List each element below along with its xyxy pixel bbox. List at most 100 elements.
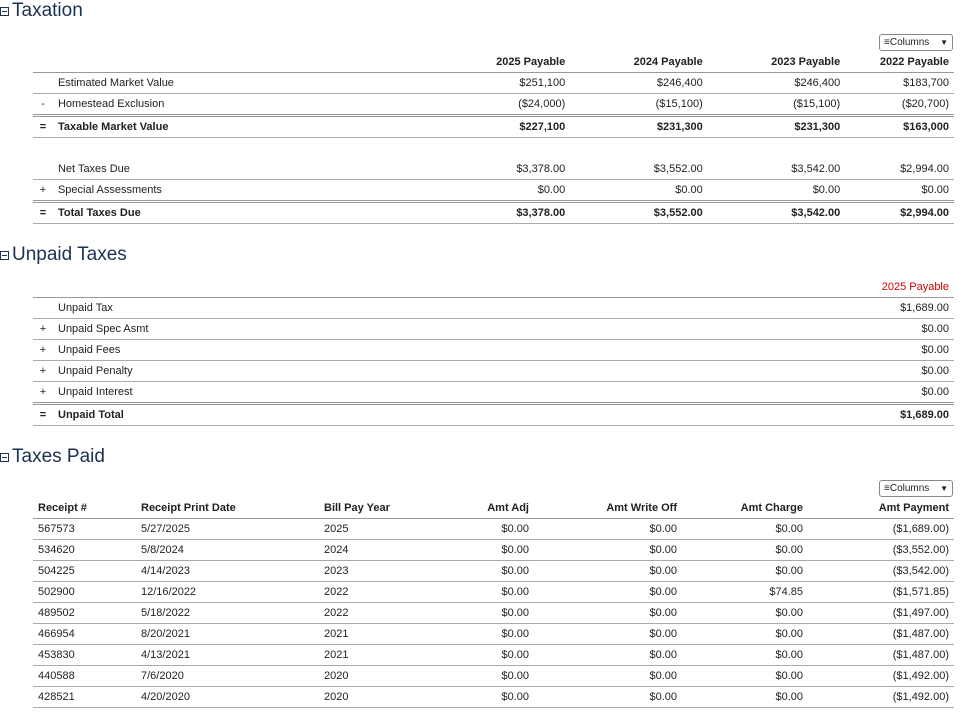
cell-value: ($1,497.00) [808,602,954,624]
cell-value: $3,542.00 [707,159,846,180]
cell-value: $0.00 [429,644,534,666]
cell-value: $0.00 [682,623,808,645]
table-row: 489502 5/18/2022 2022 $0.00 $0.00 $0.00 ($1,49… [33,602,954,624]
cell-value: $0.00 [429,602,534,624]
table-row: + Special Assessments $0.00 $0.00 $0.00 $0.00 [33,179,954,202]
collapse-icon[interactable] [0,250,9,260]
cell-value: 534620 [33,539,136,561]
columns-button[interactable]: ≡ Columns ▼ [879,480,953,497]
table-row: Unpaid Tax $1,689.00 [33,297,954,319]
cell-value: $246,400 [570,72,708,94]
cell-value: $0.00 [653,360,954,382]
cell-value: 12/16/2022 [136,581,319,603]
taxes-paid-table: Receipt # Receipt Print Date Bill Pay Year… [33,498,954,708]
cell-value: $0.00 [534,602,682,624]
col-header: Receipt Print Date [136,498,319,519]
cell-value: $227,100 [430,114,571,138]
cell-value: $0.00 [534,581,682,603]
cell-value: $3,552.00 [570,159,708,180]
row-label: Net Taxes Due [52,159,431,180]
row-label: Unpaid Spec Asmt [53,318,653,340]
cell-value: ($15,100) [570,93,708,116]
cell-value: $0.00 [682,560,808,582]
cell-value: $1,689.00 [653,297,954,319]
cell-value: $0.00 [570,179,708,202]
operator: = [33,402,53,426]
table-row: 440588 7/6/2020 2020 $0.00 $0.00 $0.00 ($1,492… [33,665,954,687]
col-header: 2024 Payable [570,52,708,73]
cell-value: 453830 [33,644,136,666]
cell-value: ($1,487.00) [808,623,954,645]
cell-value: $0.00 [429,518,534,540]
col-header: Bill Pay Year [319,498,429,519]
cell-value: 2021 [319,644,429,666]
table-row: + Unpaid Penalty $0.00 [33,360,954,382]
cell-value: $231,300 [570,114,708,138]
cell-value: $0.00 [653,318,954,340]
operator: + [33,179,53,202]
cell-value: ($1,571.85) [808,581,954,603]
cell-value: 2025 [319,518,429,540]
row-label: Unpaid Fees [53,339,653,361]
section-title: Taxation [12,0,83,21]
row-label: Homestead Exclusion [52,93,431,116]
cell-value: ($1,492.00) [808,665,954,687]
columns-button[interactable]: ≡ Columns ▼ [879,34,953,51]
table-row: Net Taxes Due $3,378.00 $3,552.00 $3,542.00… [33,159,954,180]
columns-label: Columns [889,483,930,494]
table-row: 534620 5/8/2024 2024 $0.00 $0.00 $0.00 ($3,552… [33,539,954,561]
cell-value: $0.00 [430,179,571,202]
col-header: 2023 Payable [707,52,846,73]
cell-value: $0.00 [682,518,808,540]
cell-value: $0.00 [534,539,682,561]
cell-value: ($24,000) [430,93,571,116]
cell-value: $0.00 [653,339,954,361]
table-row: = Taxable Market Value $227,100 $231,300 $23… [33,114,954,138]
taxation-table: 2025 Payable 2024 Payable 2023 Payable 2022… [33,52,954,224]
operator [33,297,53,319]
cell-value: 502900 [33,581,136,603]
cell-value: 2023 [319,560,429,582]
col-header: 2025 Payable [430,52,571,73]
cell-value: 2020 [319,686,429,708]
cell-value: $3,542.00 [707,200,846,224]
taxes-paid-heading[interactable]: Taxes Paid [0,446,105,468]
cell-value: $0.00 [534,623,682,645]
table-row: + Unpaid Spec Asmt $0.00 [33,318,954,340]
cell-value: 2022 [319,581,429,603]
list-icon: ≡ [884,483,890,494]
unpaid-heading[interactable]: Unpaid Taxes [0,244,127,266]
section-title: Taxes Paid [12,446,105,467]
operator [33,72,53,94]
col-header: Amt Charge [682,498,808,519]
cell-value: $0.00 [682,539,808,561]
cell-value: ($3,542.00) [808,560,954,582]
col-header: 2022 Payable [845,52,954,73]
table-row: = Unpaid Total $1,689.00 [33,402,954,426]
table-row: + Unpaid Fees $0.00 [33,339,954,361]
cell-value: ($1,487.00) [808,644,954,666]
operator: + [33,318,53,340]
row-label: Unpaid Penalty [53,360,653,382]
cell-value: $74.85 [682,581,808,603]
columns-label: Columns [889,37,930,48]
cell-value: $0.00 [653,381,954,404]
cell-value: 8/20/2021 [136,623,319,645]
operator [33,159,53,180]
cell-value: 489502 [33,602,136,624]
collapse-icon[interactable] [0,452,9,462]
taxation-heading[interactable]: Taxation [0,0,83,22]
cell-value: ($15,100) [707,93,846,116]
row-label: Unpaid Tax [53,297,653,319]
cell-value: $0.00 [707,179,846,202]
collapse-icon[interactable] [0,6,9,16]
cell-value: ($3,552.00) [808,539,954,561]
col-header: 2025 Payable [653,277,954,298]
cell-value: ($1,689.00) [808,518,954,540]
cell-value: $0.00 [845,179,954,202]
cell-value: $231,300 [707,114,846,138]
cell-value: $0.00 [429,686,534,708]
cell-value: 440588 [33,665,136,687]
cell-value: $163,000 [845,114,954,138]
chevron-down-icon: ▼ [940,38,948,47]
